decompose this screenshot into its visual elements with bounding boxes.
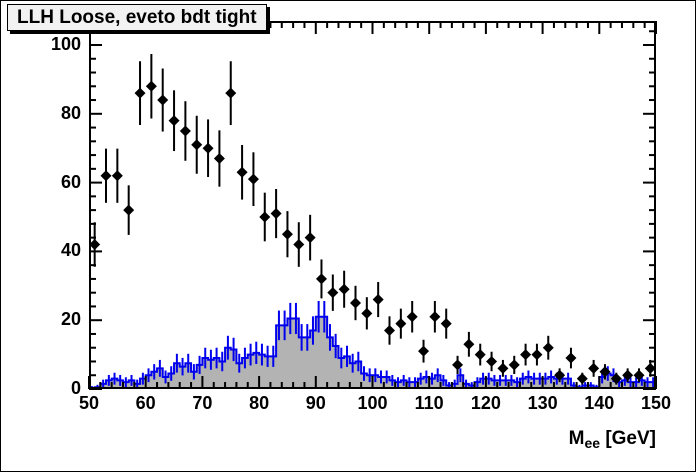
data-point-marker [259, 211, 271, 223]
x-axis-title: Mee [GeV] [356, 428, 656, 451]
x-axis-title-main: M [568, 428, 585, 449]
data-point-marker [247, 173, 259, 185]
data-point-marker [168, 115, 180, 127]
x-tick-label: 110 [414, 393, 444, 413]
y-tick-label: 20 [60, 309, 81, 330]
data-point-marker [157, 94, 169, 106]
x-axis-title-subscript: ee [584, 435, 601, 451]
data-point-marker [395, 318, 407, 330]
data-point-marker [304, 232, 316, 244]
plot-title-box: LLH Loose, eveto bdt tight [7, 4, 267, 31]
data-point-marker [123, 204, 135, 216]
data-point-marker [576, 373, 588, 385]
y-tick-label: 0 [70, 378, 81, 398]
data-point-marker [179, 125, 191, 137]
plot-frame [89, 21, 656, 389]
x-tick-label: 150 [640, 393, 672, 413]
data-point-marker [100, 170, 112, 182]
data-point-marker [610, 373, 622, 385]
data-point-marker [622, 369, 634, 381]
data-point-marker [486, 355, 498, 367]
x-tick-label: 130 [527, 393, 558, 413]
y-tick-label: 60 [60, 171, 81, 192]
data-point-marker [554, 369, 566, 381]
data-point-marker [281, 228, 293, 240]
y-tick-label: 80 [60, 102, 81, 123]
data-point-marker [372, 294, 384, 306]
data-point-marker [508, 359, 520, 371]
x-tick-label: 90 [305, 393, 326, 413]
data-point-marker [644, 362, 656, 374]
data-point-marker [213, 153, 225, 165]
data-point-marker [145, 80, 157, 92]
x-axis-title-unit: [GeV] [600, 428, 656, 449]
data-point-marker [531, 349, 543, 361]
data-point-marker [452, 359, 464, 371]
x-tick-label: 50 [78, 393, 100, 413]
data-point-marker [474, 349, 486, 361]
data-point-marker [134, 87, 146, 99]
data-point-marker [406, 311, 418, 323]
data-point-marker [236, 166, 248, 178]
data-point-marker [315, 273, 327, 285]
data-point-marker [542, 342, 554, 354]
data-point-marker [270, 208, 282, 220]
data-point-marker [633, 369, 645, 381]
data-point-marker [497, 362, 509, 374]
x-tick-label: 60 [135, 393, 156, 413]
data-point-marker [191, 139, 203, 151]
data-point-marker [89, 239, 101, 251]
x-tick-label: 70 [192, 393, 213, 413]
data-point-marker [361, 307, 373, 319]
data-point-marker [384, 325, 396, 337]
background-histogram-fill [89, 316, 656, 389]
x-tick-label: 140 [584, 393, 615, 413]
x-tick-label: 100 [357, 393, 388, 413]
data-point-marker [565, 352, 577, 364]
data-point-marker [440, 318, 452, 330]
data-point-marker [463, 338, 475, 350]
data-point-marker [349, 297, 361, 309]
data-point-marker [429, 311, 441, 323]
x-tick-label: 120 [470, 393, 501, 413]
data-point-marker [293, 239, 305, 251]
data-point-marker [338, 283, 350, 295]
data-point-marker [520, 349, 532, 361]
data-point-marker [418, 345, 430, 357]
x-tick-label: 80 [249, 393, 270, 413]
data-point-marker [225, 87, 237, 99]
y-tick-label: 40 [60, 240, 81, 261]
data-point-marker [202, 142, 214, 154]
data-point-marker [327, 287, 339, 299]
y-tick-label: 100 [50, 34, 81, 54]
data-point-marker [599, 366, 611, 378]
data-point-marker [588, 362, 600, 374]
data-point-marker [111, 170, 123, 182]
plot-title: LLH Loose, eveto bdt tight [17, 7, 257, 28]
